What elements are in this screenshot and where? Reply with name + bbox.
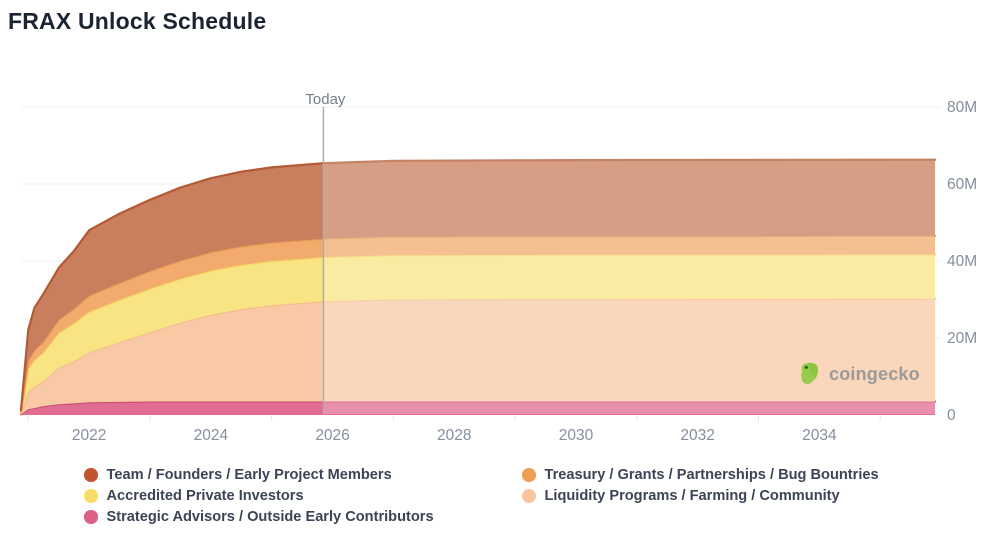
legend-label-treasury: Treasury / Grants / Partnerships / Bug B… <box>544 467 879 483</box>
x-tick-label-2028: 2028 <box>437 427 471 444</box>
future-overlay <box>323 112 935 414</box>
legend-item-strategic-advisors[interactable]: Strategic Advisors / Outside Early Contr… <box>84 507 522 527</box>
coingecko-gecko-icon <box>797 361 822 388</box>
y-tick-label-20M: 20M <box>947 330 977 347</box>
area-treasury[interactable] <box>21 236 935 412</box>
x-tick-label-2022: 2022 <box>72 427 106 444</box>
legend-dot-team-founders <box>84 468 98 482</box>
x-tick-label-2034: 2034 <box>802 427 837 444</box>
area-team-founders[interactable] <box>21 159 935 412</box>
legend-dot-accredited-investors <box>84 489 98 503</box>
coingecko-wordmark: coingecko <box>829 364 920 384</box>
legend-item-accredited-investors[interactable]: Accredited Private Investors <box>84 486 522 506</box>
x-tick-label-2026: 2026 <box>315 427 349 444</box>
legend-label-strategic-advisors: Strategic Advisors / Outside Early Contr… <box>106 509 434 525</box>
legend-dot-treasury <box>522 468 536 482</box>
y-tick-label-0: 0 <box>947 407 956 424</box>
chart-svg: Today 2022 2024 2026 2028 2030 2032 2034 80M 60M 4… <box>19 91 977 444</box>
legend-dot-liquidity-programs <box>522 489 536 503</box>
legend-label-accredited-investors: Accredited Private Investors <box>106 488 304 504</box>
x-tick-label-2030: 2030 <box>559 427 594 444</box>
unlock-schedule-chart: Today 2022 2024 2026 2028 2030 2032 2034 80M 60M 4… <box>19 91 977 444</box>
legend-item-treasury[interactable]: Treasury / Grants / Partnerships / Bug B… <box>522 465 879 485</box>
page-title: FRAX Unlock Schedule <box>8 8 267 34</box>
legend-item-liquidity-programs[interactable]: Liquidity Programs / Farming / Community <box>522 486 879 506</box>
chart-legend: Team / Founders / Early Project Members … <box>84 465 879 527</box>
coingecko-watermark: coingecko <box>797 361 920 388</box>
area-edge-team-founders <box>19 158 937 412</box>
legend-label-liquidity-programs: Liquidity Programs / Farming / Community <box>544 488 840 504</box>
y-tick-label-40M: 40M <box>947 253 977 270</box>
legend-dot-strategic-advisors <box>84 510 98 524</box>
area-liquidity-programs[interactable] <box>21 298 935 415</box>
today-label: Today <box>305 91 346 108</box>
legend-label-team-founders: Team / Founders / Early Project Members <box>106 467 392 483</box>
area-accredited-investors[interactable] <box>21 254 935 414</box>
area-strategic-advisors[interactable] <box>21 401 935 416</box>
x-tick-label-2032: 2032 <box>680 427 714 444</box>
legend-item-team-founders[interactable]: Team / Founders / Early Project Members <box>84 465 522 485</box>
x-tick-label-2024: 2024 <box>194 427 229 444</box>
y-tick-label-60M: 60M <box>947 176 977 193</box>
y-tick-label-80M: 80M <box>947 99 977 116</box>
